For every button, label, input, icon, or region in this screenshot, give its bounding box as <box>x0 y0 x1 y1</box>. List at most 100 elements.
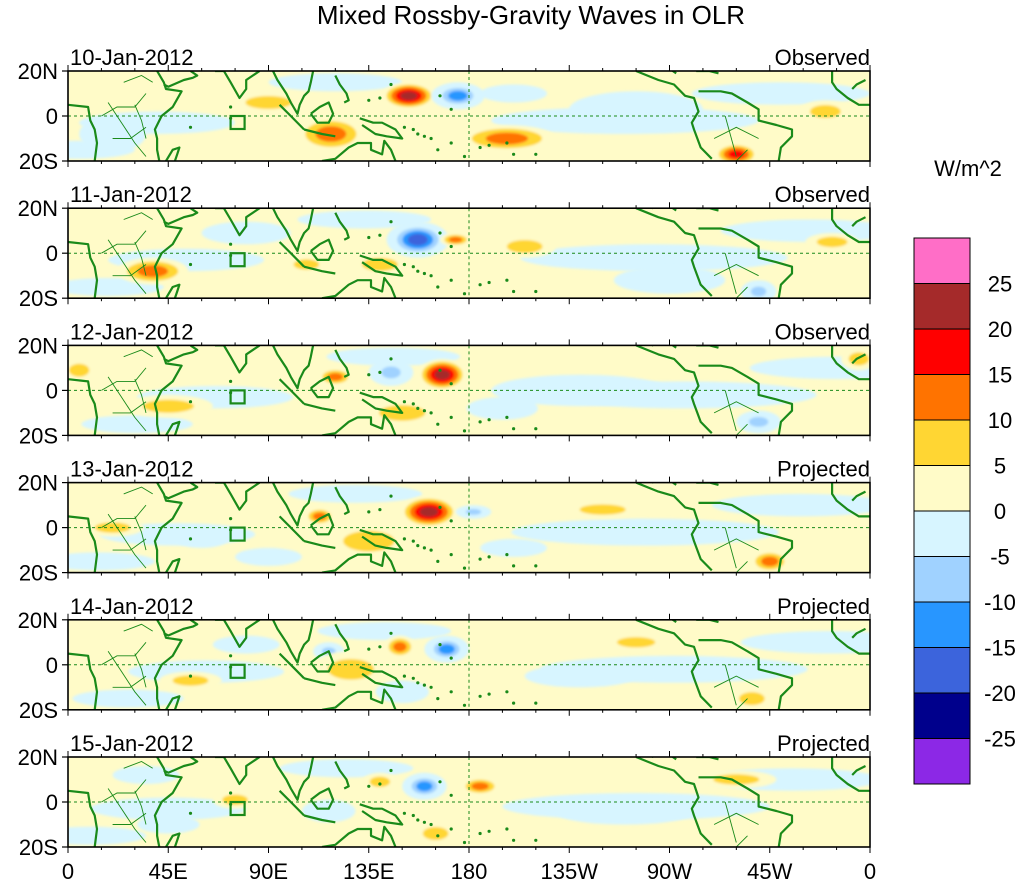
coastline <box>696 345 719 349</box>
weak-anomaly <box>520 244 788 272</box>
panel-label: Projected <box>777 731 870 756</box>
island <box>411 402 415 406</box>
coastline <box>334 349 350 378</box>
island <box>438 368 442 372</box>
coastline <box>334 761 350 790</box>
coastline <box>321 688 397 710</box>
coastline <box>698 364 794 436</box>
island <box>416 406 420 410</box>
island <box>389 631 393 635</box>
island <box>188 262 193 267</box>
colorbar-label: -20 <box>984 681 1016 706</box>
island <box>229 242 233 246</box>
coastline <box>163 208 199 225</box>
coastline <box>309 650 335 673</box>
anomaly-contour <box>448 90 468 101</box>
island <box>462 429 467 433</box>
coastline <box>334 486 350 516</box>
coastline <box>165 558 181 573</box>
coastline <box>165 146 181 161</box>
island <box>449 107 453 111</box>
island <box>449 656 453 660</box>
coastline <box>68 240 99 299</box>
coastline <box>215 208 261 237</box>
island <box>534 838 538 842</box>
y-tick-label: 20N <box>18 333 58 358</box>
coastline <box>851 353 866 365</box>
coastline <box>165 695 181 710</box>
anomaly-contour <box>126 769 166 781</box>
country-border <box>713 263 759 277</box>
coastline <box>698 501 794 573</box>
island <box>367 510 371 514</box>
anomaly-contour <box>407 233 428 246</box>
anomaly-contour <box>186 533 218 545</box>
island <box>367 647 371 651</box>
coastline <box>321 139 397 161</box>
panel-label: Projected <box>777 457 870 482</box>
y-tick-label: 20S <box>19 698 58 723</box>
country-border <box>134 790 147 825</box>
coastline <box>68 789 99 847</box>
anomaly-contour <box>172 675 209 686</box>
panel-date: 14-Jan-2012 <box>70 594 194 619</box>
coastline <box>215 757 261 786</box>
island <box>512 427 516 431</box>
colorbar-swatch <box>913 738 971 785</box>
coastline <box>68 652 99 710</box>
coastline <box>635 482 713 572</box>
coastline <box>163 71 199 88</box>
colorbar-label: -15 <box>984 636 1016 661</box>
island <box>411 539 415 543</box>
island <box>229 654 233 658</box>
panel-date: 13-Jan-2012 <box>70 457 194 482</box>
anomaly-contour <box>616 637 656 648</box>
anomaly-contour <box>569 91 703 128</box>
island <box>429 411 433 415</box>
weak-anomaly <box>711 493 870 517</box>
panel-date: 15-Jan-2012 <box>70 731 194 756</box>
coastline <box>303 677 336 687</box>
y-tick-label: 20S <box>19 835 58 860</box>
anomaly-contour <box>713 774 760 785</box>
x-tick-label: 45E <box>149 859 188 884</box>
country-border <box>724 390 737 432</box>
anomaly-contour <box>419 506 439 517</box>
country-border <box>101 504 147 528</box>
anomaly-contour <box>613 266 726 294</box>
country-border <box>107 788 147 843</box>
island <box>505 553 509 557</box>
coastline <box>309 787 335 810</box>
country-border <box>101 93 147 117</box>
coastline <box>278 241 305 268</box>
anomaly-contour <box>728 150 745 159</box>
island <box>402 811 406 815</box>
country-border <box>724 664 737 706</box>
anomaly-contour <box>810 105 841 118</box>
island <box>462 292 467 296</box>
coastline <box>215 345 261 374</box>
country-border <box>735 286 748 299</box>
x-tick-label: 0 <box>62 859 74 884</box>
coastline <box>309 375 335 399</box>
x-tick-label: 90W <box>647 859 692 884</box>
island <box>534 289 538 294</box>
island <box>449 553 453 557</box>
island <box>389 82 393 87</box>
x-tick-label: 135W <box>541 859 599 884</box>
coastline <box>635 71 713 160</box>
island <box>378 508 382 512</box>
coastline <box>359 391 404 414</box>
anomaly-contour <box>327 373 343 381</box>
x-tick-label: 180 <box>451 859 488 884</box>
island <box>188 537 193 541</box>
coastline <box>851 79 866 90</box>
anomaly-contour <box>494 88 533 99</box>
island <box>416 681 420 685</box>
island <box>534 152 538 156</box>
country-border <box>713 538 759 551</box>
island <box>402 674 406 678</box>
anomaly-contour <box>739 692 765 706</box>
map-panel: 20N 0 20S 15-Jan-2012 Projected <box>18 731 871 860</box>
country-border <box>134 241 147 276</box>
